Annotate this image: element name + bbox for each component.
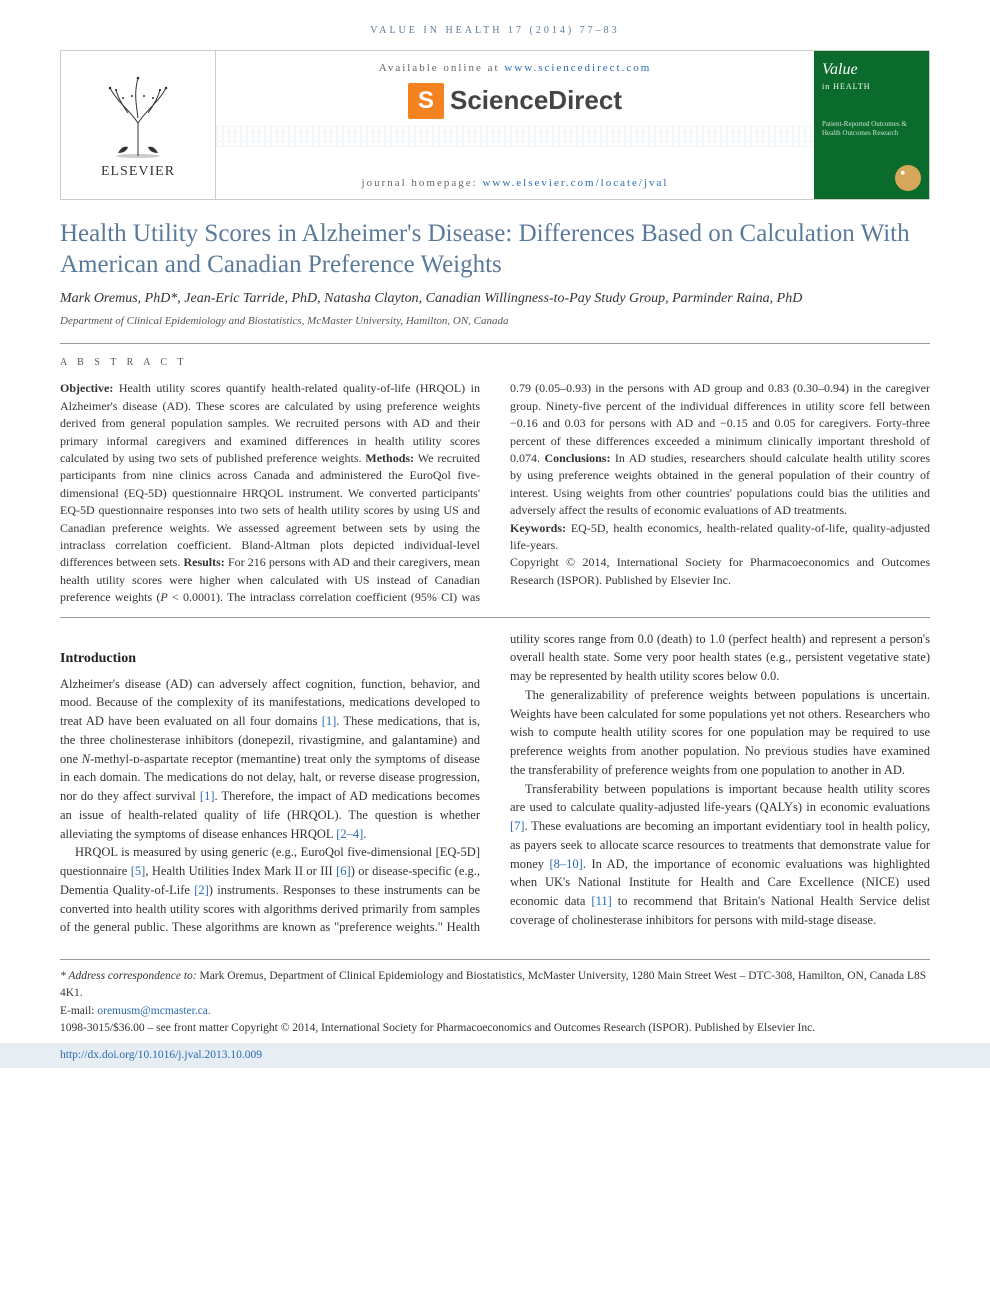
sciencedirect-link[interactable]: www.sciencedirect.com <box>504 62 651 74</box>
ref-link-6[interactable]: [6] <box>336 864 351 878</box>
publisher-name: ELSEVIER <box>101 162 175 182</box>
intro-p3: The generalizability of preference weigh… <box>510 686 930 780</box>
ref-link-5[interactable]: [5] <box>131 864 146 878</box>
cover-sub-1: in HEALTH <box>822 81 921 92</box>
ref-link-2[interactable]: [2] <box>194 883 209 897</box>
journal-homepage-line: journal homepage: www.elsevier.com/locat… <box>226 176 804 191</box>
decorative-waves <box>216 125 814 147</box>
doi-band: http://dx.doi.org/10.1016/j.jval.2013.10… <box>0 1043 990 1068</box>
journal-homepage-link[interactable]: www.elsevier.com/locate/jval <box>482 177 668 189</box>
masthead: ELSEVIER Available online at www.science… <box>60 50 930 200</box>
available-online-line: Available online at www.sciencedirect.co… <box>226 61 804 76</box>
ref-link-2-4[interactable]: [2–4] <box>336 827 363 841</box>
divider <box>60 343 930 344</box>
article-body: Introduction Alzheimer's disease (AD) ca… <box>60 630 930 938</box>
journal-homepage-prefix: journal homepage: <box>362 177 483 189</box>
globe-icon <box>895 165 921 191</box>
publisher-logo-block: ELSEVIER <box>61 51 216 199</box>
abstract-body: Objective: Health utility scores quantif… <box>60 380 930 606</box>
doi-link[interactable]: http://dx.doi.org/10.1016/j.jval.2013.10… <box>60 1049 262 1061</box>
section-heading-introduction: Introduction <box>60 648 480 669</box>
abstract-methods-text: We recruited participants from nine clin… <box>60 451 480 569</box>
abstract-copyright: Copyright © 2014, International Society … <box>510 554 930 589</box>
journal-cover-thumb: Value in HEALTH Patient-Reported Outcome… <box>814 51 929 199</box>
cover-title: Value <box>822 59 921 81</box>
ref-link-1b[interactable]: [1] <box>200 789 215 803</box>
footnotes: * Address correspondence to: Mark Oremus… <box>60 959 930 1068</box>
affiliation: Department of Clinical Epidemiology and … <box>60 314 930 329</box>
cover-sub-2: Patient-Reported Outcomes & Health Outco… <box>822 120 921 137</box>
ref-link-11[interactable]: [11] <box>591 894 611 908</box>
available-online-prefix: Available online at <box>379 62 505 74</box>
abstract-methods-label: Methods: <box>365 451 414 465</box>
abstract-label: A B S T R A C T <box>60 356 930 370</box>
running-head: VALUE IN HEALTH 17 (2014) 77–83 <box>60 24 930 38</box>
ref-link-1[interactable]: [1] <box>322 714 337 728</box>
ref-link-8-10[interactable]: [8–10] <box>550 857 583 871</box>
masthead-center: Available online at www.sciencedirect.co… <box>216 51 814 199</box>
intro-p4-a: Transferability between populations is i… <box>510 782 930 815</box>
email-label: E-mail: <box>60 1005 97 1017</box>
abstract-keywords-label: Keywords: <box>510 521 566 535</box>
sd-mark-icon: S <box>408 83 444 119</box>
abstract-p-italic: P <box>160 590 167 604</box>
abstract-objective-label: Objective: <box>60 381 113 395</box>
abstract-results-label: Results: <box>183 555 224 569</box>
correspondence-label: * Address correspondence to: <box>60 970 197 982</box>
abstract-conclusions-label: Conclusions: <box>544 451 610 465</box>
elsevier-tree-icon <box>88 68 188 158</box>
article-title: Health Utility Scores in Alzheimer's Dis… <box>60 218 930 281</box>
authors-line: Mark Oremus, PhD*, Jean-Eric Tarride, Ph… <box>60 289 930 309</box>
sciencedirect-logo: S ScienceDirect <box>408 82 622 118</box>
correspondence-email-link[interactable]: oremusm@mcmaster.ca. <box>97 1005 210 1017</box>
divider <box>60 617 930 618</box>
intro-p2-b: , Health Utilities Index Mark II or III <box>145 864 336 878</box>
issn-copyright-line: 1098-3015/$36.00 – see front matter Copy… <box>60 1020 930 1037</box>
intro-p1-e: . <box>363 827 366 841</box>
nmethyl-italic: N <box>82 752 90 766</box>
abstract-keywords-text: EQ-5D, health economics, health-related … <box>510 521 930 552</box>
sd-wordmark: ScienceDirect <box>450 82 622 118</box>
ref-link-7[interactable]: [7] <box>510 819 525 833</box>
